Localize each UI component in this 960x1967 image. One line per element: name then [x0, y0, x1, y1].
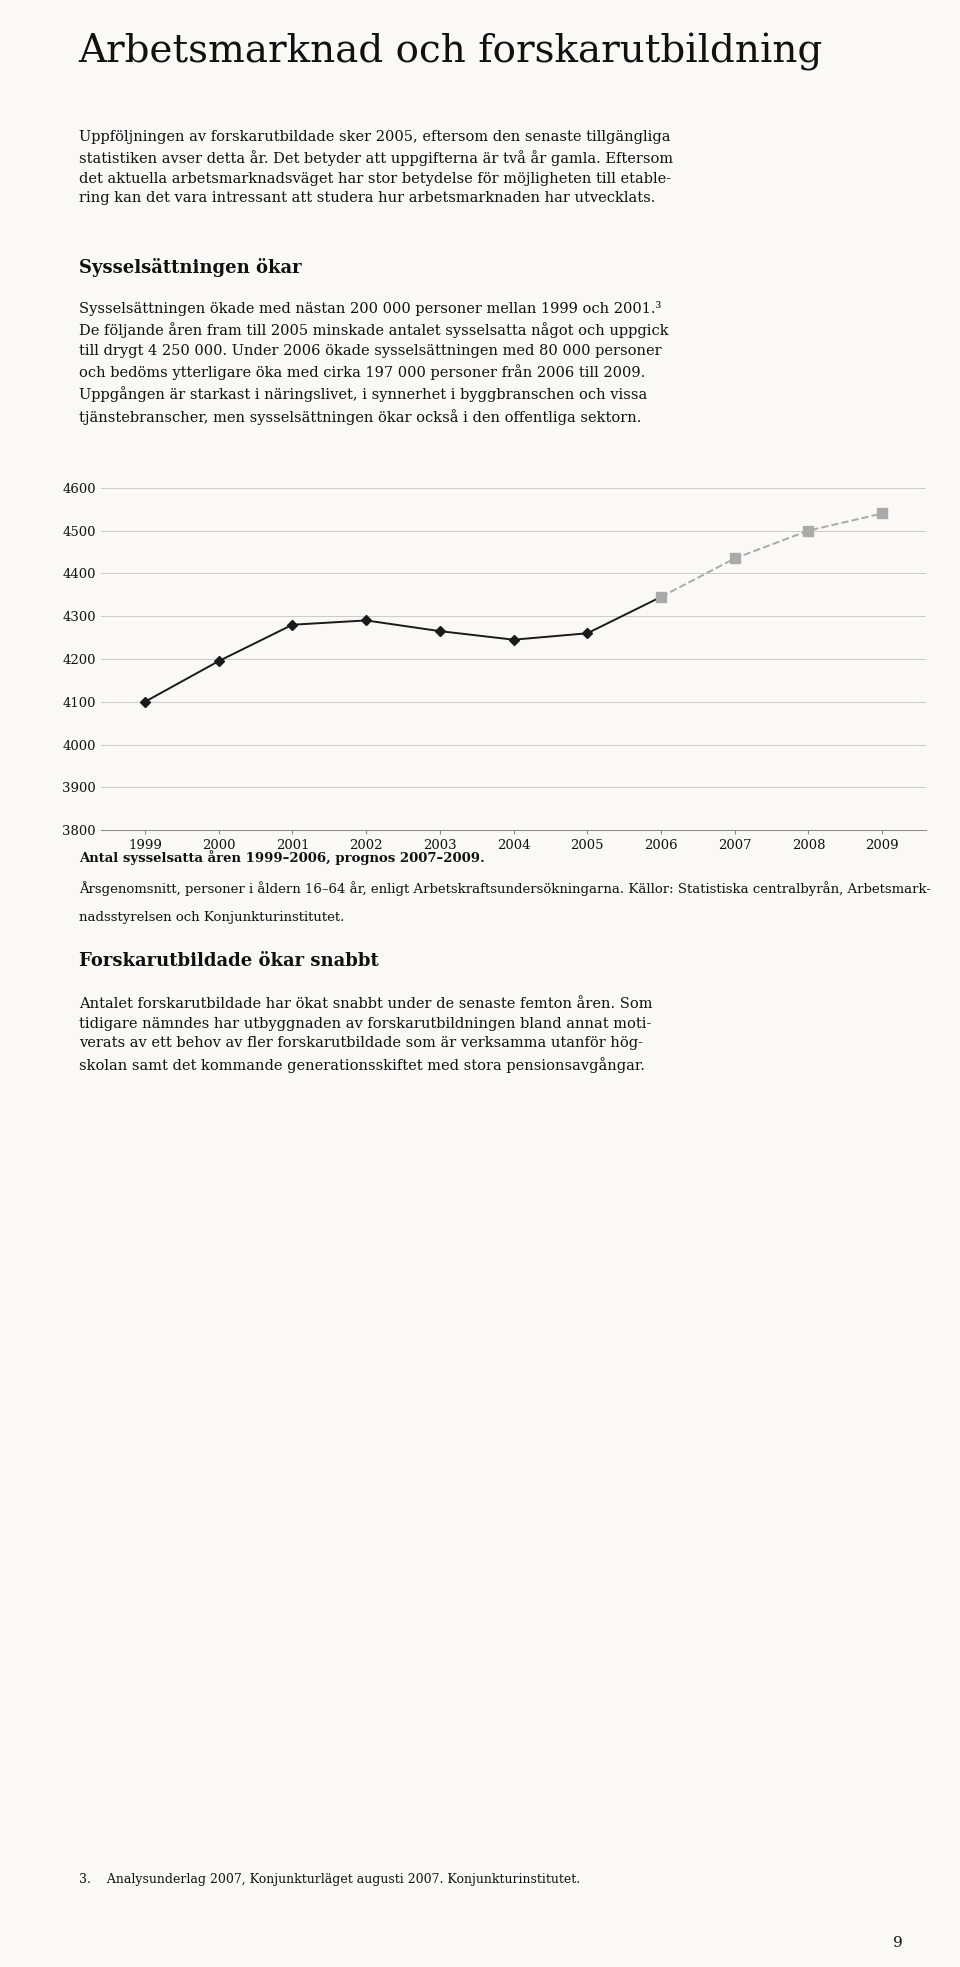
Text: Arbetsmarknad och forskarutbildning: Arbetsmarknad och forskarutbildning: [79, 33, 823, 71]
Text: Sysselsättningen ökar: Sysselsättningen ökar: [79, 258, 301, 277]
Text: Uppföljningen av forskarutbildade sker 2005, eftersom den senaste tillgängliga
s: Uppföljningen av forskarutbildade sker 2…: [79, 130, 673, 205]
Text: 3.    Analysunderlag 2007, Konjunkturläget augusti 2007. Konjunkturinstitutet.: 3. Analysunderlag 2007, Konjunkturläget …: [79, 1873, 580, 1886]
Text: Årsgenomsnitt, personer i åldern 16–64 år, enligt Arbetskraftsundersökningarna. : Årsgenomsnitt, personer i åldern 16–64 å…: [79, 881, 931, 897]
Text: Sysselsättningen ökade med nästan 200 000 personer mellan 1999 och 2001.³
De föl: Sysselsättningen ökade med nästan 200 00…: [79, 301, 668, 425]
Text: Forskarutbildade ökar snabbt: Forskarutbildade ökar snabbt: [79, 952, 378, 970]
Text: Antal sysselsatta åren 1999–2006, prognos 2007–2009.: Antal sysselsatta åren 1999–2006, progno…: [79, 850, 485, 865]
Text: nadsstyrelsen och Konjunkturinstitutet.: nadsstyrelsen och Konjunkturinstitutet.: [79, 911, 344, 924]
Text: 9: 9: [893, 1936, 902, 1949]
Text: Antalet forskarutbildade har ökat snabbt under de senaste femton åren. Som
tidig: Antalet forskarutbildade har ökat snabbt…: [79, 997, 652, 1072]
